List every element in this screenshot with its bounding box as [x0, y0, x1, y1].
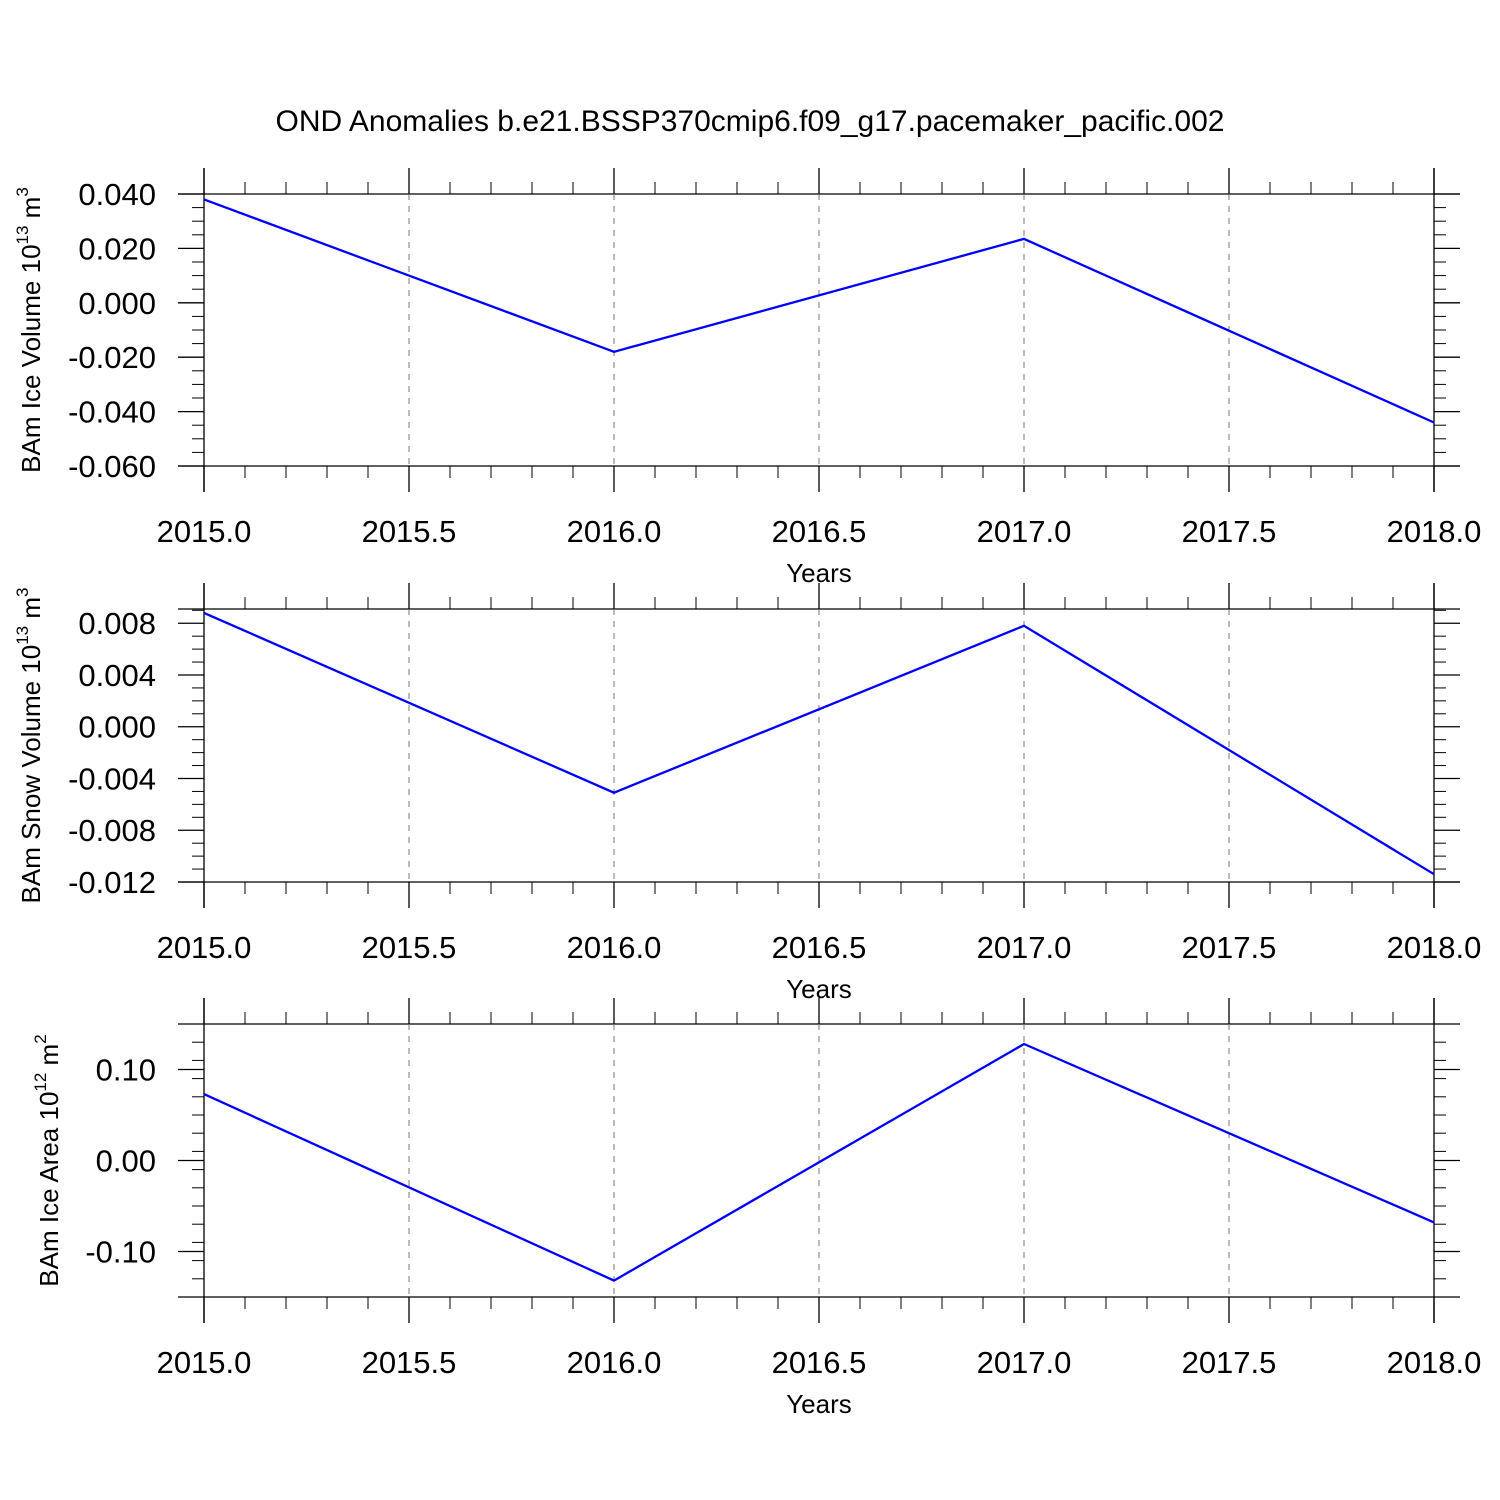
- y-tick-label: 0.020: [78, 231, 156, 266]
- x-tick-label: 2015.0: [157, 514, 252, 549]
- y-tick-label: 0.10: [96, 1053, 156, 1088]
- x-tick-label: 2017.0: [977, 930, 1072, 965]
- x-tick-label: 2015.5: [362, 1345, 457, 1380]
- figure-title: OND Anomalies b.e21.BSSP370cmip6.f09_g17…: [276, 105, 1225, 138]
- plot-snow-volume: 2015.0 2015.5 2016.0 2016.5 2017.0 2017.5 2018…: [13, 583, 1481, 1004]
- x-axis-label: Years: [786, 1389, 852, 1419]
- y-tick-label: 0.040: [78, 177, 156, 212]
- y-axis-label: BAm Snow Volume 1013 m3: [13, 588, 46, 904]
- x-tick-label: 2016.5: [772, 930, 867, 965]
- x-tick-label: 2017.0: [977, 1345, 1072, 1380]
- x-tick-label: 2018.0: [1387, 930, 1482, 965]
- x-tick-label: 2017.5: [1182, 930, 1277, 965]
- x-tick-label: 2015.0: [157, 1345, 252, 1380]
- y-tick-label: 0.008: [78, 606, 156, 641]
- x-tick-label: 2015.5: [362, 930, 457, 965]
- y-tick-label: -0.040: [68, 395, 156, 430]
- series-line: [203, 611, 1435, 876]
- y-tick-label: -0.012: [68, 865, 156, 900]
- series-line: [203, 198, 1435, 424]
- x-tick-label: 2016.0: [567, 930, 662, 965]
- x-tick-label: 2015.0: [157, 930, 252, 965]
- y-tick-label: 0.000: [78, 710, 156, 745]
- x-tick-label: 2018.0: [1387, 514, 1482, 549]
- y-tick-label: -0.008: [68, 813, 156, 848]
- x-tick-label: 2017.5: [1182, 1345, 1277, 1380]
- x-tick-label: 2016.0: [567, 514, 662, 549]
- plot-ice-area: 2015.0 2015.5 2016.0 2016.5 2017.0 2017.5 2018…: [31, 998, 1481, 1419]
- x-tick-label: 2018.0: [1387, 1345, 1482, 1380]
- x-tick-label: 2016.5: [772, 514, 867, 549]
- series-line: [203, 1042, 1435, 1282]
- y-tick-label: -0.10: [85, 1235, 156, 1270]
- y-tick-label: 0.000: [78, 286, 156, 321]
- x-tick-label: 2015.5: [362, 514, 457, 549]
- y-tick-label: -0.020: [68, 340, 156, 375]
- y-tick-label: -0.060: [68, 449, 156, 484]
- y-axis-label: BAm Ice Area 1012 m2: [31, 1034, 64, 1286]
- y-axis-label: BAm Ice Volume 1013 m3: [13, 187, 46, 473]
- x-tick-label: 2016.0: [567, 1345, 662, 1380]
- x-tick-label: 2017.5: [1182, 514, 1277, 549]
- plot-ice-volume: 2015.0 2015.5 2016.0 2016.5 2017.0 2017.5 2018…: [13, 168, 1481, 588]
- x-tick-label: 2017.0: [977, 514, 1072, 549]
- y-tick-label: 0.004: [78, 658, 156, 693]
- x-tick-label: 2016.5: [772, 1345, 867, 1380]
- y-tick-label: -0.004: [68, 761, 156, 796]
- y-tick-label: 0.00: [96, 1144, 156, 1179]
